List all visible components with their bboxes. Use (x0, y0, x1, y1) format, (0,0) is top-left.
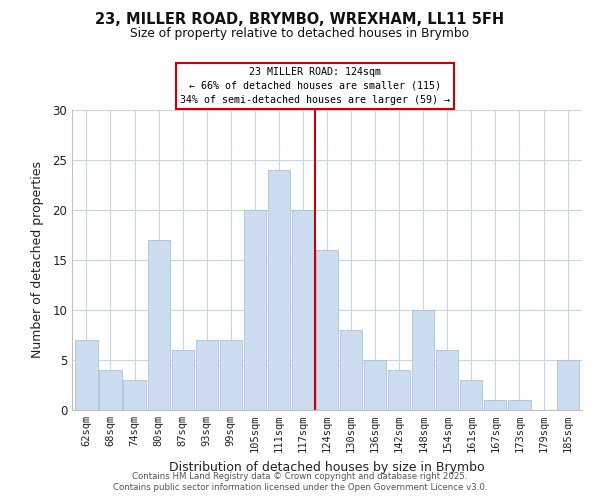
Bar (412, 310, 434, 410)
Bar (460, 380, 482, 410)
Bar (268, 170, 290, 410)
X-axis label: Distribution of detached houses by size in Brymbo: Distribution of detached houses by size … (169, 460, 485, 473)
Bar (388, 370, 410, 410)
Bar (484, 400, 506, 410)
Bar (124, 380, 146, 410)
Y-axis label: Number of detached properties: Number of detached properties (31, 162, 44, 358)
Bar (340, 330, 362, 410)
Bar (436, 350, 458, 410)
Bar (196, 340, 218, 410)
Text: 23, MILLER ROAD, BRYMBO, WREXHAM, LL11 5FH: 23, MILLER ROAD, BRYMBO, WREXHAM, LL11 5… (95, 12, 505, 28)
Bar (508, 400, 530, 410)
Bar (244, 210, 266, 410)
Text: 23 MILLER ROAD: 124sqm
← 66% of detached houses are smaller (115)
34% of semi-de: 23 MILLER ROAD: 124sqm ← 66% of detached… (180, 67, 450, 105)
Text: Contains HM Land Registry data © Crown copyright and database right 2025.: Contains HM Land Registry data © Crown c… (132, 472, 468, 481)
Bar (292, 210, 314, 410)
Bar (172, 350, 194, 410)
Bar (100, 370, 122, 410)
Bar (316, 250, 338, 410)
Text: Size of property relative to detached houses in Brymbo: Size of property relative to detached ho… (130, 28, 470, 40)
Bar (76, 340, 98, 410)
Bar (148, 240, 170, 410)
Bar (557, 360, 578, 410)
Bar (364, 360, 386, 410)
Text: Contains public sector information licensed under the Open Government Licence v3: Contains public sector information licen… (113, 484, 487, 492)
Bar (220, 340, 242, 410)
